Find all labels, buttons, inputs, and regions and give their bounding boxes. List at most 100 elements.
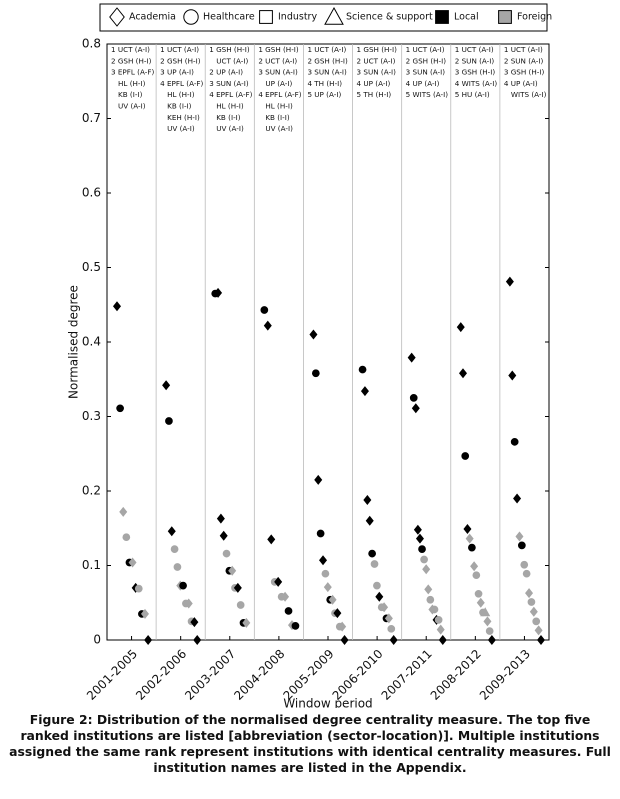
ranking-line: 3 EPFL (A-F): [111, 68, 154, 77]
data-point: [422, 564, 431, 575]
data-point: [309, 329, 318, 340]
data-point: [274, 576, 283, 587]
data-point: [522, 569, 531, 578]
data-point: [520, 560, 529, 569]
data-point: [536, 634, 546, 646]
data-point: [532, 617, 541, 626]
data-point: [328, 594, 337, 605]
data-point: [263, 320, 272, 331]
data-point: [219, 530, 228, 541]
legend-marker: [324, 6, 344, 25]
data-point: [311, 369, 320, 378]
data-point: [167, 526, 176, 537]
x-tick-label: 2002-2006: [133, 647, 189, 703]
ranking-line: 3 SUN (A-I): [357, 68, 397, 77]
data-point: [267, 534, 276, 545]
legend-label: Academia: [129, 12, 176, 23]
x-tick-label: 2004-2008: [231, 647, 287, 703]
data-point: [485, 627, 494, 635]
ranking-line: 2 SUN (A-I): [455, 56, 495, 65]
data-point: [170, 545, 179, 553]
ranking-line: 2 GSH (H-I): [111, 56, 152, 65]
data-point: [470, 561, 479, 572]
ranking-line: 3 SUN (A-I): [406, 68, 446, 77]
ranking-line: 5 HU (A-I): [455, 90, 490, 99]
y-tick-label: 0.6: [82, 186, 101, 200]
data-point: [316, 529, 325, 538]
x-tick-label: 2007-2011: [379, 647, 435, 703]
data-point: [291, 621, 300, 630]
data-point: [319, 555, 328, 566]
data-point: [418, 545, 426, 553]
data-point: [456, 322, 465, 333]
data-point: [116, 404, 124, 413]
data-point: [228, 565, 237, 576]
ranking-line: KB (I-I): [265, 113, 290, 122]
data-point: [321, 569, 330, 578]
data-point: [128, 557, 137, 568]
ranking-line: 2 UP (A-I): [209, 68, 243, 77]
data-point: [216, 513, 225, 524]
ranking-line: UV (A-I): [265, 124, 293, 133]
ranking-line: 2 UCT (A-I): [357, 56, 396, 65]
data-point: [370, 560, 379, 568]
legend-marker: [498, 10, 512, 24]
ranking-line: UP (A-I): [265, 79, 292, 88]
data-point: [529, 606, 538, 617]
data-point: [463, 523, 472, 534]
y-tick-label: 0.1: [82, 558, 101, 572]
data-point: [236, 601, 245, 609]
y-tick-label: 0.5: [82, 260, 101, 274]
data-point: [242, 617, 251, 628]
data-point: [179, 581, 187, 590]
data-point: [468, 543, 476, 552]
ranking-line: 4 UP (A-I): [504, 79, 538, 88]
y-axis-label: Normalised degree: [67, 285, 81, 399]
legend-label: Foreign: [517, 12, 552, 23]
data-point: [173, 563, 182, 571]
ranking-line: 1 UCT (A-I): [111, 45, 150, 54]
data-point: [458, 368, 468, 379]
ranking-line: 1 GSH (H-I): [209, 45, 250, 54]
ranking-line: 5 UP (A-I): [307, 90, 341, 99]
data-point: [190, 617, 199, 628]
x-tick-label: 2006-2010: [330, 647, 386, 703]
ranking-line: 4 WITS (A-I): [455, 79, 498, 88]
data-point: [140, 608, 150, 619]
ranking-line: 3 SUN (A-I): [307, 68, 347, 77]
y-tick-label: 0.7: [82, 111, 101, 125]
data-point: [358, 365, 367, 374]
data-point: [424, 584, 433, 595]
data-point: [165, 417, 173, 425]
ranking-line: 4 UP (A-I): [357, 79, 391, 88]
data-point: [323, 582, 332, 593]
data-point: [389, 634, 398, 646]
ranking-line: 1 UCT (A-I): [455, 45, 494, 54]
ranking-line: 5 WITS (A-I): [406, 90, 449, 99]
chart: Normalised degree Window period Academia…: [67, 3, 552, 708]
data-point: [340, 634, 349, 646]
data-point: [505, 276, 514, 287]
legend-box: [99, 3, 548, 32]
legend-marker: [435, 10, 449, 24]
ranking-line: 1 GSH (H-I): [258, 45, 299, 54]
data-point: [472, 571, 481, 580]
x-tick-label: 2003-2007: [182, 647, 238, 703]
ranking-line: 2 SUN (A-I): [504, 56, 544, 65]
data-point: [409, 394, 418, 402]
data-point: [480, 607, 491, 617]
x-tick-label: 2008-2012: [428, 647, 484, 703]
data-point: [510, 437, 519, 446]
y-tick-label: 0: [93, 633, 101, 647]
x-tick-label: 2005-2009: [280, 647, 336, 703]
data-point: [363, 494, 372, 505]
ranking-line: HL (H-I): [167, 90, 195, 99]
ranking-line: UV (A-I): [118, 102, 146, 111]
ranking-line: 5 TH (H-I): [357, 90, 392, 99]
ranking-line: 4 EPFL (A-F): [258, 90, 301, 99]
data-point: [281, 591, 290, 602]
ranking-line: 1 UCT (A-I): [307, 45, 346, 54]
ranking-line: 3 GSH (H-I): [455, 68, 496, 77]
data-point: [184, 598, 193, 609]
data-point: [517, 541, 526, 550]
